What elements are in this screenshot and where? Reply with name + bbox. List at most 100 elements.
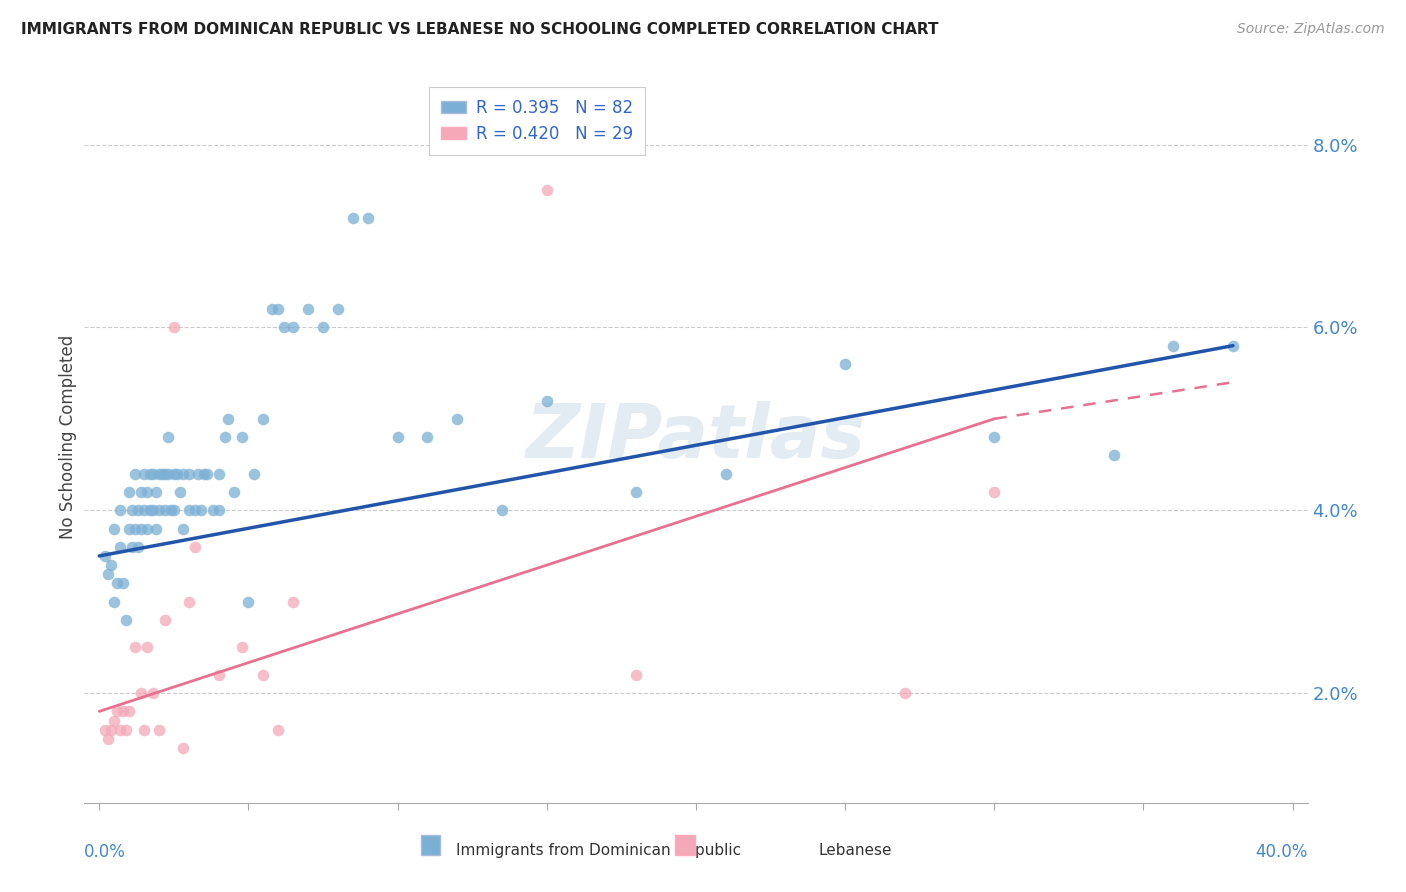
Point <box>103 714 125 728</box>
Point <box>108 540 131 554</box>
Point <box>156 467 179 481</box>
Point <box>124 640 146 655</box>
Point <box>342 211 364 225</box>
FancyBboxPatch shape <box>675 835 695 855</box>
Point <box>127 540 149 554</box>
Text: Lebanese: Lebanese <box>818 843 891 858</box>
Point <box>491 503 513 517</box>
Point <box>172 740 194 755</box>
Point <box>283 320 305 334</box>
Point <box>187 467 209 481</box>
Point <box>94 723 117 737</box>
Point <box>115 613 138 627</box>
Point <box>184 540 207 554</box>
Point <box>283 594 305 608</box>
Point <box>834 357 856 371</box>
Point <box>118 705 141 719</box>
Point <box>129 686 152 700</box>
Point <box>983 430 1005 444</box>
Point <box>129 521 152 535</box>
Point <box>112 705 135 719</box>
Point <box>214 430 236 444</box>
Text: ZIPatlas: ZIPatlas <box>526 401 866 474</box>
Point <box>166 467 188 481</box>
FancyBboxPatch shape <box>420 835 440 855</box>
Point <box>163 503 186 517</box>
Point <box>112 576 135 591</box>
Point <box>252 667 274 682</box>
Point <box>136 640 159 655</box>
Point <box>207 667 229 682</box>
Point <box>238 594 260 608</box>
Point <box>132 723 155 737</box>
Point <box>262 301 284 317</box>
Legend: R = 0.395   N = 82, R = 0.420   N = 29: R = 0.395 N = 82, R = 0.420 N = 29 <box>429 87 645 154</box>
Point <box>193 467 215 481</box>
Text: IMMIGRANTS FROM DOMINICAN REPUBLIC VS LEBANESE NO SCHOOLING COMPLETED CORRELATIO: IMMIGRANTS FROM DOMINICAN REPUBLIC VS LE… <box>21 22 939 37</box>
Point <box>626 667 648 682</box>
Point <box>326 301 349 317</box>
Point <box>115 723 138 737</box>
Point <box>124 521 146 535</box>
Point <box>148 467 170 481</box>
Point <box>387 430 409 444</box>
Point <box>97 731 120 746</box>
Point <box>177 503 200 517</box>
Point <box>108 503 131 517</box>
Point <box>177 594 200 608</box>
Point <box>177 467 200 481</box>
Point <box>357 211 380 225</box>
Text: Source: ZipAtlas.com: Source: ZipAtlas.com <box>1237 22 1385 37</box>
Point <box>145 521 167 535</box>
Point <box>153 503 176 517</box>
Point <box>184 503 207 517</box>
Point <box>121 503 143 517</box>
Point <box>118 485 141 500</box>
Point <box>132 503 155 517</box>
Point <box>267 301 290 317</box>
Point <box>132 467 155 481</box>
Point <box>103 521 125 535</box>
Point <box>145 485 167 500</box>
Point <box>222 485 245 500</box>
Point <box>94 549 117 563</box>
Point <box>100 558 122 573</box>
Point <box>148 503 170 517</box>
Point <box>156 430 179 444</box>
Point <box>142 686 165 700</box>
Point <box>153 613 176 627</box>
Point <box>1102 448 1125 462</box>
Point <box>894 686 917 700</box>
Point <box>136 521 159 535</box>
Y-axis label: No Schooling Completed: No Schooling Completed <box>59 335 77 539</box>
Point <box>267 723 290 737</box>
Point <box>169 485 191 500</box>
Point <box>163 320 186 334</box>
Point <box>136 485 159 500</box>
Point <box>100 723 122 737</box>
Text: 0.0%: 0.0% <box>84 843 127 861</box>
Point <box>536 183 558 197</box>
Point <box>148 723 170 737</box>
Point <box>121 540 143 554</box>
Point <box>983 485 1005 500</box>
Point <box>108 723 131 737</box>
Point <box>139 467 162 481</box>
Point <box>243 467 266 481</box>
Point <box>714 467 737 481</box>
Point <box>217 412 239 426</box>
Point <box>105 576 128 591</box>
Point <box>103 594 125 608</box>
Point <box>172 521 194 535</box>
Point <box>142 467 165 481</box>
Point <box>172 467 194 481</box>
Text: 40.0%: 40.0% <box>1256 843 1308 861</box>
Point <box>150 467 173 481</box>
Point <box>139 503 162 517</box>
Point <box>273 320 295 334</box>
Point <box>195 467 218 481</box>
Point <box>312 320 335 334</box>
Point <box>536 393 558 408</box>
Point <box>416 430 439 444</box>
Point <box>127 503 149 517</box>
